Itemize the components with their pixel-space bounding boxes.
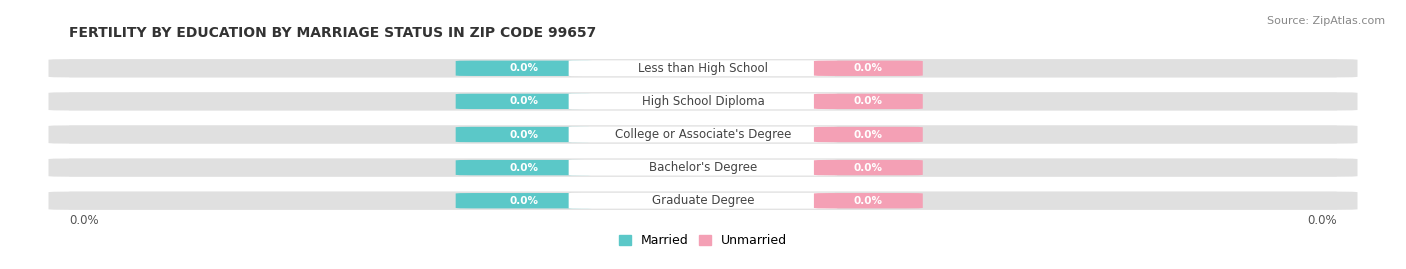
Text: 0.0%: 0.0% [509,63,538,73]
FancyBboxPatch shape [568,193,838,209]
Text: 0.0%: 0.0% [509,129,538,140]
Text: Graduate Degree: Graduate Degree [652,194,754,207]
Text: Bachelor's Degree: Bachelor's Degree [650,161,756,174]
FancyBboxPatch shape [456,127,592,142]
FancyBboxPatch shape [568,60,838,76]
FancyBboxPatch shape [568,126,838,143]
FancyBboxPatch shape [69,192,1337,210]
FancyBboxPatch shape [456,160,592,175]
Text: 0.0%: 0.0% [509,96,538,107]
Text: 0.0%: 0.0% [1308,214,1337,227]
FancyBboxPatch shape [568,93,838,109]
FancyBboxPatch shape [456,94,592,109]
FancyBboxPatch shape [48,158,1358,177]
FancyBboxPatch shape [48,125,1358,144]
Text: 0.0%: 0.0% [853,196,883,206]
FancyBboxPatch shape [48,92,1358,111]
FancyBboxPatch shape [814,94,922,109]
Text: 0.0%: 0.0% [853,96,883,107]
FancyBboxPatch shape [456,193,592,208]
FancyBboxPatch shape [69,92,1337,111]
Text: Less than High School: Less than High School [638,62,768,75]
Text: 0.0%: 0.0% [509,196,538,206]
FancyBboxPatch shape [69,158,1337,177]
Text: 0.0%: 0.0% [69,214,98,227]
Text: FERTILITY BY EDUCATION BY MARRIAGE STATUS IN ZIP CODE 99657: FERTILITY BY EDUCATION BY MARRIAGE STATU… [69,26,596,40]
FancyBboxPatch shape [814,193,922,208]
FancyBboxPatch shape [456,61,592,76]
FancyBboxPatch shape [48,59,1358,77]
FancyBboxPatch shape [568,160,838,176]
Legend: Married, Unmarried: Married, Unmarried [613,229,793,252]
FancyBboxPatch shape [69,125,1337,144]
Text: 0.0%: 0.0% [509,162,538,173]
FancyBboxPatch shape [69,59,1337,77]
Text: College or Associate's Degree: College or Associate's Degree [614,128,792,141]
Text: High School Diploma: High School Diploma [641,95,765,108]
FancyBboxPatch shape [814,127,922,142]
FancyBboxPatch shape [48,192,1358,210]
Text: 0.0%: 0.0% [853,162,883,173]
Text: Source: ZipAtlas.com: Source: ZipAtlas.com [1267,16,1385,26]
Text: 0.0%: 0.0% [853,63,883,73]
FancyBboxPatch shape [814,160,922,175]
Text: 0.0%: 0.0% [853,129,883,140]
FancyBboxPatch shape [814,61,922,76]
